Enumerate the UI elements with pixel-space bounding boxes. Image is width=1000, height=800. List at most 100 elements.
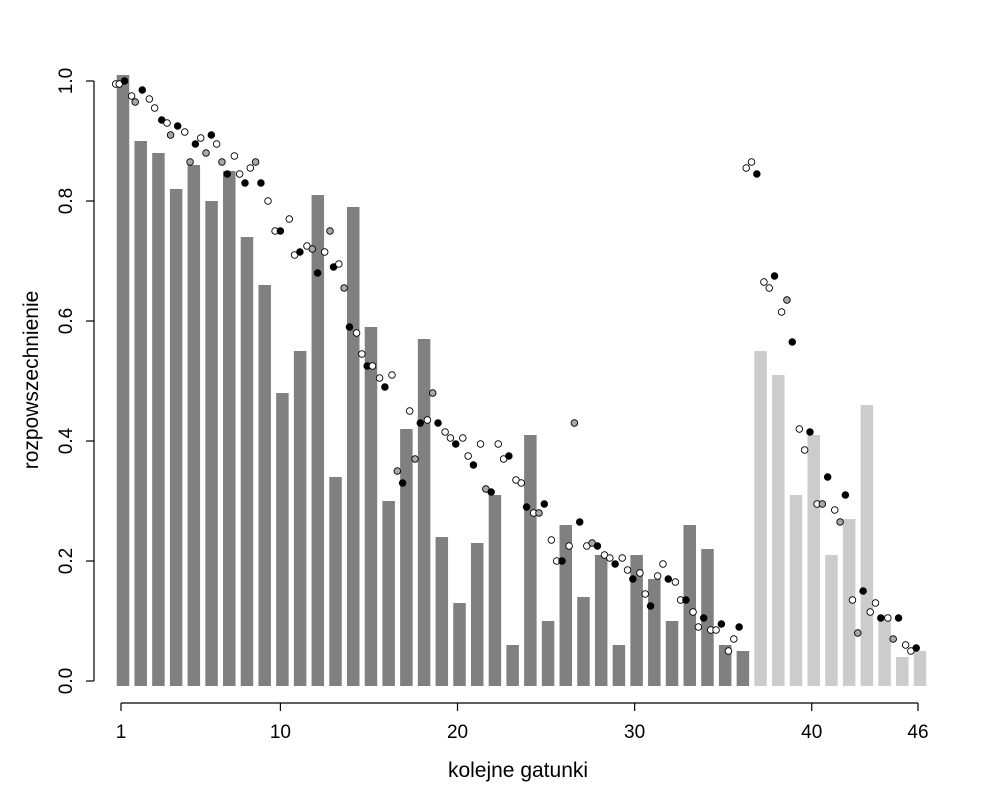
data-point-112 — [760, 278, 768, 286]
data-point-94 — [653, 572, 662, 580]
data-point-17 — [202, 149, 210, 157]
y-tick-label: 0.2 — [56, 548, 77, 574]
bar-34 — [701, 549, 714, 686]
data-point-125 — [836, 518, 844, 526]
bar-16 — [382, 501, 395, 686]
data-point-36 — [313, 269, 322, 277]
bar-7 — [223, 171, 236, 686]
points-layer — [111, 77, 920, 655]
bar-33 — [683, 525, 697, 686]
data-point-55 — [423, 416, 432, 424]
data-point-8 — [150, 104, 159, 112]
data-point-87 — [611, 560, 619, 568]
data-point-64 — [476, 440, 485, 448]
data-point-92 — [641, 590, 650, 598]
data-point-12 — [173, 122, 182, 130]
bar-26 — [559, 525, 573, 686]
data-point-25 — [246, 164, 255, 172]
data-point-23 — [235, 170, 244, 178]
data-point-130 — [866, 608, 874, 616]
bar-12 — [311, 195, 325, 686]
data-point-97 — [671, 578, 680, 586]
data-point-136 — [901, 641, 910, 649]
data-point-47 — [375, 374, 384, 382]
data-point-93 — [646, 602, 655, 610]
bar-38 — [772, 375, 785, 686]
data-point-46 — [368, 362, 377, 370]
data-point-91 — [636, 569, 644, 577]
data-point-31 — [285, 215, 294, 223]
x-tick-label: 20 — [447, 722, 468, 743]
data-point-105 — [717, 620, 726, 628]
data-point-15 — [191, 140, 200, 148]
data-point-113 — [765, 284, 773, 292]
data-point-71 — [517, 479, 526, 487]
data-point-111 — [753, 170, 761, 178]
data-point-104 — [712, 626, 720, 634]
data-point-18 — [207, 131, 216, 139]
data-point-88 — [618, 554, 626, 562]
data-point-35 — [308, 245, 317, 253]
data-point-101 — [694, 623, 703, 631]
bar-2 — [134, 141, 147, 686]
data-point-76 — [547, 536, 556, 544]
bar-25 — [541, 621, 555, 686]
data-point-102 — [699, 614, 708, 622]
bar-31 — [648, 579, 661, 686]
y-tick-label: 0.4 — [56, 427, 77, 454]
bar-41 — [825, 555, 838, 686]
data-point-107 — [730, 635, 738, 643]
bar-8 — [240, 237, 254, 686]
data-point-132 — [877, 614, 885, 622]
data-point-61 — [459, 434, 467, 442]
data-point-14 — [186, 158, 194, 166]
data-point-106 — [724, 647, 733, 655]
y-tick-label: 0.0 — [56, 668, 77, 694]
data-point-86 — [606, 554, 614, 562]
y-axis: 0.0 0.2 0.4 0.6 0.8 1.0 — [56, 68, 95, 694]
data-point-127 — [848, 596, 857, 604]
data-point-118 — [795, 425, 804, 433]
data-point-90 — [629, 575, 637, 583]
data-point-43 — [352, 329, 361, 337]
x-tick-label: 46 — [907, 722, 928, 743]
data-point-134 — [889, 635, 897, 643]
data-point-129 — [859, 587, 867, 595]
data-point-110 — [747, 158, 756, 166]
bar-43 — [860, 405, 874, 686]
data-point-95 — [659, 560, 667, 568]
bar-30 — [630, 555, 643, 686]
bar-13 — [329, 477, 342, 686]
data-point-119 — [800, 446, 809, 454]
data-point-5 — [131, 98, 139, 106]
bar-6 — [205, 201, 218, 686]
x-axis-title: kolejne gatunki — [448, 759, 588, 782]
bar-19 — [435, 537, 449, 686]
bar-35 — [718, 645, 732, 686]
data-point-114 — [770, 272, 779, 280]
bar-17 — [400, 429, 413, 686]
data-point-13 — [181, 128, 189, 136]
data-point-60 — [451, 440, 460, 448]
data-point-120 — [806, 428, 814, 436]
data-point-51 — [398, 479, 407, 487]
data-point-6 — [138, 86, 146, 94]
data-point-96 — [664, 575, 673, 583]
data-point-54 — [416, 419, 425, 427]
bar-36 — [736, 651, 750, 686]
bar-45 — [896, 657, 909, 686]
bars-layer — [116, 75, 927, 686]
data-point-62 — [464, 452, 472, 460]
bar-1 — [116, 75, 130, 686]
data-point-133 — [884, 614, 892, 622]
bar-37 — [754, 351, 767, 686]
data-point-59 — [446, 434, 455, 442]
bar-42 — [842, 519, 856, 686]
bar-44 — [878, 615, 891, 686]
data-point-49 — [388, 371, 396, 379]
data-point-109 — [742, 164, 750, 172]
data-point-10 — [163, 119, 171, 127]
data-point-42 — [345, 323, 354, 331]
data-point-115 — [777, 308, 786, 316]
bar-22 — [488, 495, 502, 686]
